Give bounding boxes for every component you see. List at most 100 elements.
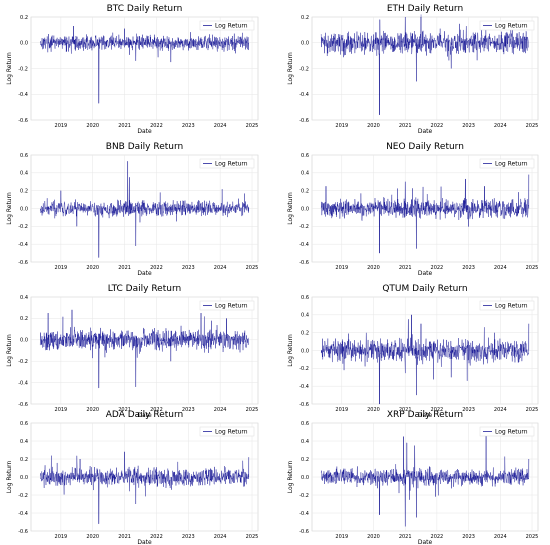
x-tick-label: 2022 xyxy=(150,123,163,129)
x-tick-label: 2020 xyxy=(367,265,380,271)
x-axis-label: Date xyxy=(418,128,433,135)
y-axis-label: Log Return xyxy=(287,52,294,85)
y-tick-label: -0.4 xyxy=(18,511,28,517)
y-tick-label: 0.0 xyxy=(301,41,309,47)
series-line-log-return xyxy=(40,451,249,524)
legend-box xyxy=(479,426,535,437)
x-tick-label: 2021 xyxy=(118,407,131,413)
x-tick-label: 2019 xyxy=(335,407,348,413)
legend-box xyxy=(199,158,255,169)
y-tick-label: 0.0 xyxy=(20,41,28,47)
x-tick-label: 2021 xyxy=(399,407,412,413)
y-tick-label: 0.6 xyxy=(20,153,28,159)
x-tick-label: 2021 xyxy=(118,265,131,271)
chart-title: XRP Daily Return xyxy=(387,410,463,420)
x-tick-label: 2021 xyxy=(118,534,131,540)
x-tick-label: 2022 xyxy=(431,407,444,413)
y-tick-label: 0.0 xyxy=(20,206,28,212)
chart-title: ADA Daily Return xyxy=(106,410,183,420)
series-line-log-return xyxy=(40,309,249,389)
x-tick-label: 2023 xyxy=(182,123,195,129)
x-axis-label: Date xyxy=(418,412,433,419)
chart-panel-xrp: XRP Daily Return -0.6 -0.4 -0.2 0.0 0.2 0.4 0.6… xyxy=(287,410,538,545)
x-tick-label: 2023 xyxy=(462,534,475,540)
chart-panel-eth: ETH Daily Return -0.6 -0.4 -0.2 0.0 0.2 2019 20… xyxy=(287,4,538,135)
plot-frame xyxy=(30,296,259,405)
chart-panel-neo: NEO Daily Return -0.6 -0.4 -0.2 0.0 0.2 0.4 0.6… xyxy=(287,142,538,277)
y-tick-label: 0.0 xyxy=(301,348,309,354)
y-axis-label: Log Return xyxy=(287,334,294,367)
y-tick-label: -0.2 xyxy=(299,366,309,372)
legend-label: Log Return xyxy=(215,429,248,436)
x-tick-label: 2025 xyxy=(246,534,259,540)
y-tick-label: 0.6 xyxy=(20,421,28,427)
chart-title: BTC Daily Return xyxy=(107,4,183,14)
y-tick-label: -0.6 xyxy=(299,118,309,124)
legend-label: Log Return xyxy=(215,23,248,30)
y-axis-label: Log Return xyxy=(6,52,13,85)
x-tick-label: 2020 xyxy=(367,534,380,540)
x-axis-label: Date xyxy=(418,270,433,277)
x-tick-label: 2023 xyxy=(462,407,475,413)
y-tick-label: -0.2 xyxy=(18,493,28,499)
y-tick-label: -0.4 xyxy=(299,242,309,248)
x-tick-label: 2019 xyxy=(55,123,68,129)
y-tick-label: -0.4 xyxy=(18,92,28,98)
y-tick-label: 0.6 xyxy=(301,421,309,427)
y-tick-label: 0.0 xyxy=(301,475,309,481)
x-tick-label: 2022 xyxy=(150,534,163,540)
x-tick-label: 2021 xyxy=(118,123,131,129)
x-tick-label: 2023 xyxy=(182,265,195,271)
legend-box xyxy=(479,20,535,31)
y-tick-label: 0.2 xyxy=(20,15,28,21)
y-axis-label: Log Return xyxy=(287,461,294,494)
x-tick-label: 2025 xyxy=(526,265,539,271)
y-tick-label: 0.4 xyxy=(301,439,309,445)
legend-box xyxy=(479,300,535,311)
legend-label: Log Return xyxy=(495,23,528,30)
x-tick-label: 2020 xyxy=(86,123,99,129)
y-tick-label: -0.2 xyxy=(299,493,309,499)
chart-title: QTUM Daily Return xyxy=(382,284,467,294)
x-tick-label: 2020 xyxy=(86,534,99,540)
chart-title: LTC Daily Return xyxy=(108,284,181,294)
x-tick-label: 2022 xyxy=(431,534,444,540)
x-tick-label: 2023 xyxy=(182,407,195,413)
chart-title: ETH Daily Return xyxy=(387,4,463,14)
y-tick-label: -0.6 xyxy=(299,402,309,408)
x-tick-label: 2024 xyxy=(494,123,507,129)
x-axis-label: Date xyxy=(137,270,152,277)
x-tick-label: 2024 xyxy=(214,407,227,413)
x-tick-label: 2025 xyxy=(246,407,259,413)
chart-panel-btc: BTC Daily Return -0.6 -0.4 -0.2 0.0 0.2 2019 20… xyxy=(6,4,258,135)
x-tick-label: 2023 xyxy=(182,534,195,540)
legend-box xyxy=(199,20,255,31)
y-tick-label: 0.0 xyxy=(301,206,309,212)
x-tick-label: 2022 xyxy=(431,123,444,129)
y-tick-label: 0.4 xyxy=(301,171,309,177)
x-tick-label: 2025 xyxy=(246,123,259,129)
y-tick-label: -0.6 xyxy=(299,260,309,266)
y-tick-label: 0.0 xyxy=(20,475,28,481)
x-tick-label: 2025 xyxy=(526,123,539,129)
chart-panel-bnb: BNB Daily Return -0.6 -0.4 -0.2 0.0 0.2 0.4 0.6… xyxy=(6,142,258,277)
chart-panel-qtum: QTUM Daily Return -0.6 -0.4 -0.2 0.0 0.2 0.4 0.… xyxy=(287,284,538,419)
legend-box xyxy=(199,300,255,311)
x-tick-label: 2020 xyxy=(86,407,99,413)
series-line-log-return xyxy=(320,14,529,116)
x-tick-label: 2019 xyxy=(335,123,348,129)
y-axis-label: Log Return xyxy=(6,461,13,494)
x-tick-label: 2025 xyxy=(246,265,259,271)
x-tick-label: 2019 xyxy=(55,265,68,271)
y-tick-label: -0.4 xyxy=(299,384,309,390)
legend-label: Log Return xyxy=(495,161,528,168)
y-tick-label: -0.6 xyxy=(18,118,28,124)
x-tick-label: 2019 xyxy=(335,534,348,540)
y-tick-label: -0.6 xyxy=(299,529,309,535)
y-tick-label: -0.4 xyxy=(18,380,28,386)
x-tick-label: 2022 xyxy=(431,265,444,271)
x-tick-label: 2025 xyxy=(526,534,539,540)
y-tick-label: 0.2 xyxy=(301,15,309,21)
series-line-log-return xyxy=(320,427,530,527)
legend-box xyxy=(199,426,255,437)
